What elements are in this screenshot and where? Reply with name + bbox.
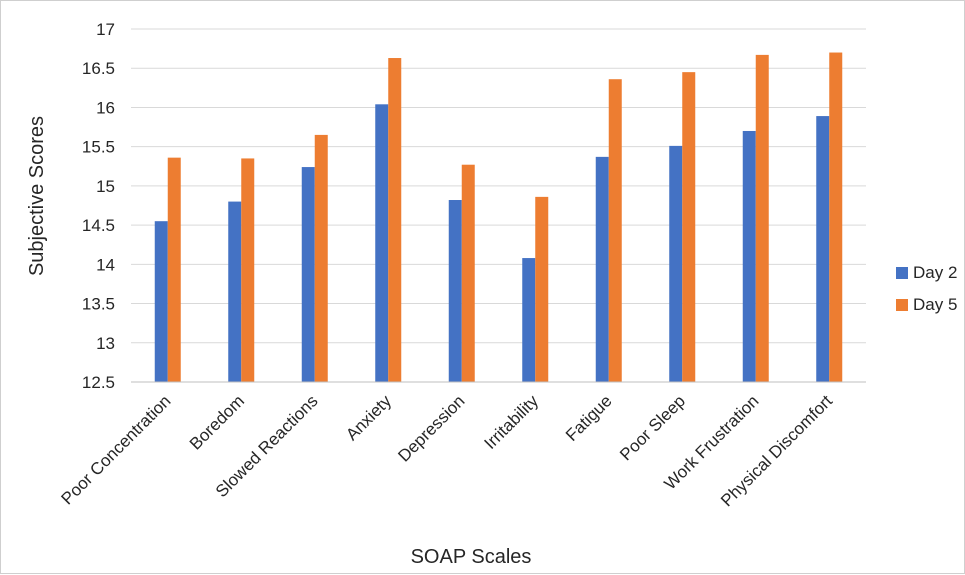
x-tick-label: Poor Sleep [616,391,689,464]
bar-day-5 [388,58,402,382]
bar-day-2 [228,201,242,382]
x-tick-label: Depression [394,391,468,465]
bar-day-2 [669,145,683,382]
legend-swatch [896,299,908,311]
y-tick-label: 16.5 [82,59,115,78]
x-axis-title: SOAP Scales [411,546,532,568]
y-tick-label: 15.5 [82,138,115,157]
bar-day-2 [448,200,462,382]
bar-day-5 [167,157,181,382]
x-tick-label: Anxiety [342,391,395,444]
bar-day-5 [314,134,328,382]
x-tick-label: Irritability [481,391,543,453]
legend-swatch [896,267,908,279]
x-tick-label: Poor Concentration [58,391,175,508]
bar-day-5 [608,79,622,383]
legend-label: Day 2 [913,263,957,282]
bar-day-2 [595,156,609,382]
bar-day-2 [154,221,168,382]
y-tick-label: 14.5 [82,216,115,235]
bar-day-5 [461,164,475,382]
y-tick-label: 13 [96,334,115,353]
y-tick-label: 13.5 [82,295,115,314]
bar-day-2 [816,116,830,382]
bar-day-5 [535,196,549,382]
bar-day-5 [241,158,255,382]
bar-day-5 [829,52,843,383]
legend-label: Day 5 [913,295,957,314]
y-tick-label: 17 [96,20,115,39]
x-tick-label: Fatigue [562,391,616,445]
y-tick-label: 14 [96,255,115,274]
x-tick-label: Boredom [186,391,248,453]
y-tick-label: 12.5 [82,373,115,392]
y-tick-label: 16 [96,98,115,117]
bar-day-5 [682,72,696,383]
bar-day-2 [522,258,536,382]
y-tick-label: 15 [96,177,115,196]
bar-day-2 [375,104,389,382]
y-axis-title: Subjective Scores [26,116,48,276]
bars [154,52,843,383]
bar-day-2 [301,167,315,382]
bar-day-5 [755,54,769,383]
legend: Day 2 Day 5 [896,263,957,314]
bar-day-2 [742,130,756,382]
